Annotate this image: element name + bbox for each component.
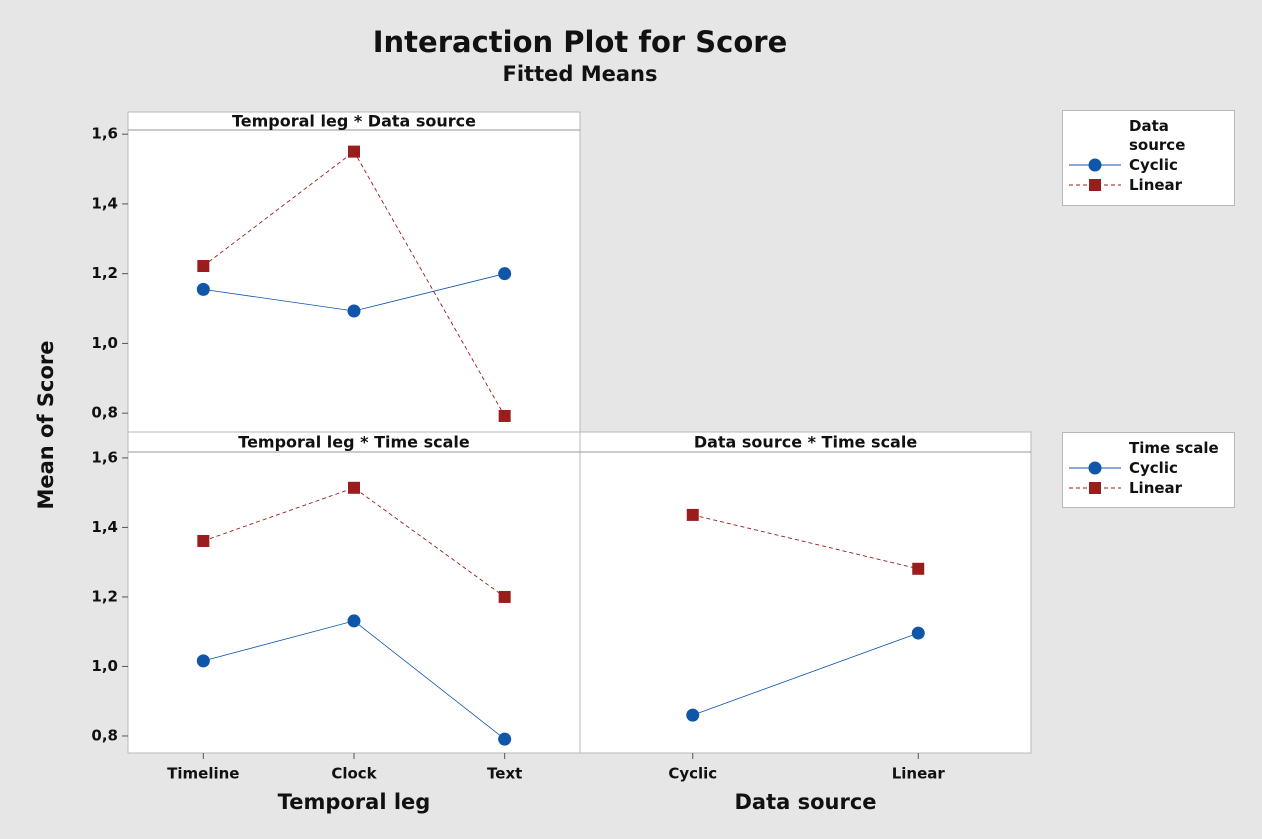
y-tick-label: 1,4 bbox=[91, 518, 118, 536]
series-line bbox=[692, 514, 919, 570]
y-tick-label: 1,6 bbox=[91, 125, 118, 143]
marker bbox=[498, 732, 512, 746]
marker bbox=[498, 590, 511, 603]
marker bbox=[498, 409, 511, 422]
legend-item: Linear bbox=[1063, 478, 1234, 498]
y-tick-label: 1,4 bbox=[91, 194, 118, 212]
legend: Time scale Cyclic Linear bbox=[1062, 432, 1235, 508]
legend-key bbox=[1069, 158, 1121, 172]
legend-item: Cyclic bbox=[1063, 155, 1234, 175]
series-line bbox=[203, 487, 505, 598]
panel bbox=[579, 431, 1032, 754]
marker bbox=[197, 534, 210, 547]
x-axis-label: Data source bbox=[734, 790, 876, 814]
legend-label: Cyclic bbox=[1129, 156, 1178, 174]
panel-title: Data source * Time scale bbox=[694, 433, 918, 452]
panel-title: Temporal leg * Time scale bbox=[238, 433, 470, 452]
legend-label: Cyclic bbox=[1129, 459, 1178, 477]
y-tick-label: 1,0 bbox=[91, 657, 118, 675]
x-tick-label: Linear bbox=[892, 765, 946, 783]
panel bbox=[127, 111, 581, 433]
marker bbox=[196, 654, 210, 668]
marker bbox=[911, 626, 925, 640]
x-axis-label: Temporal leg bbox=[278, 790, 431, 814]
marker bbox=[348, 481, 360, 494]
marker bbox=[1089, 482, 1101, 494]
marker bbox=[348, 145, 360, 158]
x-tick-label: Timeline bbox=[167, 765, 239, 783]
marker bbox=[498, 267, 512, 281]
series-line bbox=[692, 632, 919, 716]
y-tick-label: 1,2 bbox=[91, 264, 118, 282]
y-tick-label: 1,0 bbox=[91, 334, 118, 352]
legend-item: Cyclic bbox=[1063, 458, 1234, 478]
chart-title: Interaction Plot for Score bbox=[373, 25, 787, 59]
marker bbox=[686, 508, 699, 521]
panel bbox=[127, 431, 581, 754]
y-tick-label: 0,8 bbox=[91, 404, 118, 422]
marker bbox=[347, 614, 361, 628]
legend-label: Linear bbox=[1129, 176, 1183, 194]
marker bbox=[197, 260, 210, 273]
panel-title: Temporal leg * Data source bbox=[232, 112, 476, 131]
legend: Data source Cyclic Linear bbox=[1062, 110, 1235, 206]
marker bbox=[1089, 179, 1101, 191]
y-axis-label: Mean of Score bbox=[34, 340, 58, 509]
marker bbox=[347, 304, 361, 318]
legend-title: Data source bbox=[1129, 117, 1186, 154]
legend-label: Linear bbox=[1129, 479, 1183, 497]
marker bbox=[912, 562, 925, 575]
legend-item: Linear bbox=[1063, 175, 1234, 195]
legend-key bbox=[1069, 179, 1121, 191]
marker bbox=[1088, 461, 1102, 475]
x-tick-label: Clock bbox=[331, 765, 377, 783]
legend-key bbox=[1069, 482, 1121, 494]
y-tick-label: 1,2 bbox=[91, 587, 118, 605]
legend-title: Time scale bbox=[1129, 439, 1219, 457]
marker bbox=[196, 282, 210, 296]
chart-subtitle: Fitted Means bbox=[503, 62, 658, 86]
y-tick-label: 0,8 bbox=[91, 726, 118, 744]
y-tick-label: 1,6 bbox=[91, 448, 118, 466]
x-tick-label: Text bbox=[487, 765, 522, 783]
marker bbox=[1088, 158, 1102, 172]
legend-key bbox=[1069, 461, 1121, 475]
marker bbox=[686, 708, 700, 722]
x-tick-label: Cyclic bbox=[668, 765, 717, 783]
